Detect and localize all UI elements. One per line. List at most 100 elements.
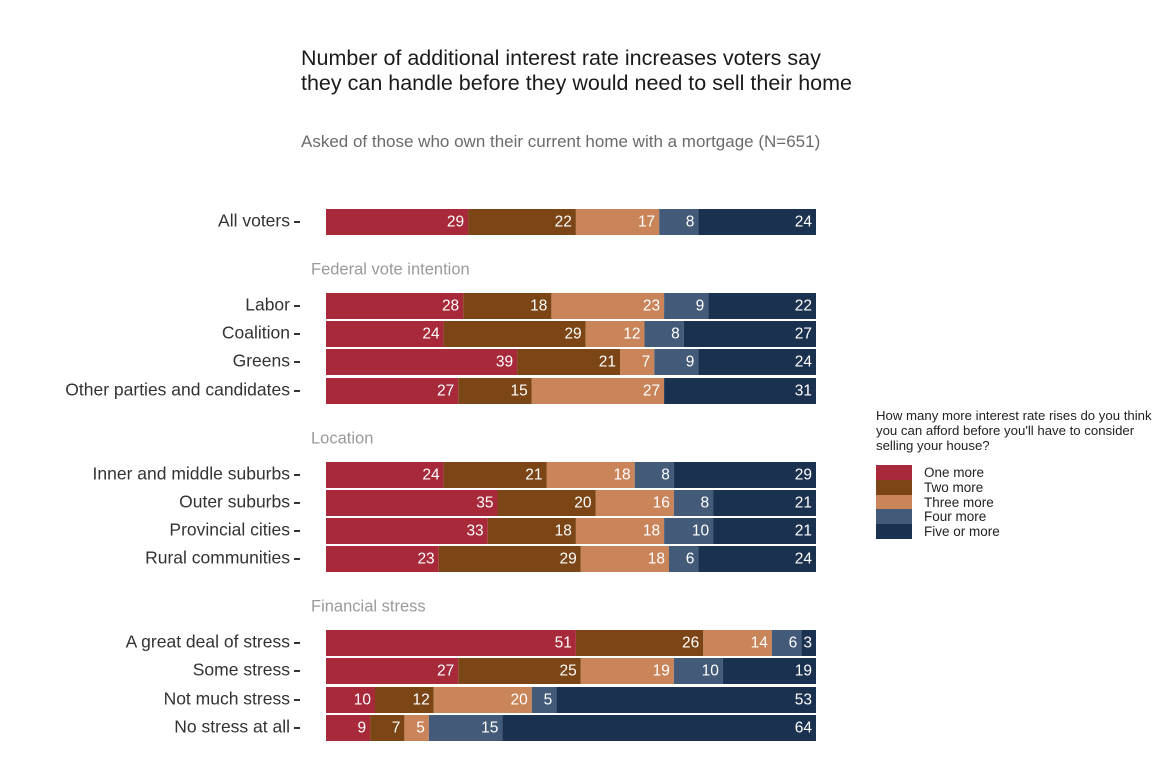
bar-segment-one-more xyxy=(326,349,518,375)
data-label: 20 xyxy=(574,495,592,512)
bar-segment-four-more xyxy=(428,715,503,741)
bar-segment-four-more xyxy=(673,658,723,684)
bar-segment-one-more xyxy=(326,321,444,347)
data-label: 53 xyxy=(795,692,812,709)
data-label: 10 xyxy=(354,692,372,709)
bar-segment-two-more xyxy=(497,490,596,516)
data-label: 8 xyxy=(686,214,695,231)
row-label: Labor xyxy=(245,295,290,315)
bar-segment-one-more xyxy=(326,546,439,572)
legend-label: Four more xyxy=(924,509,987,525)
bar-segment-one-more xyxy=(326,658,459,684)
legend-label: One more xyxy=(924,464,985,480)
bar-segment-four-more xyxy=(771,630,802,656)
data-label: 12 xyxy=(623,326,640,343)
bar-segment-four-more xyxy=(669,546,699,572)
bar-segment-two-more xyxy=(370,715,405,741)
data-label: 5 xyxy=(416,720,425,737)
bar-segment-four-more xyxy=(644,321,684,347)
data-label: 39 xyxy=(496,354,513,371)
legend-swatch xyxy=(876,524,912,539)
data-label: 9 xyxy=(357,720,366,737)
bar-segment-three-more xyxy=(595,490,674,516)
group-header-financial-stress: Financial stress xyxy=(311,597,426,615)
data-label: 8 xyxy=(661,467,670,484)
data-label: 22 xyxy=(555,214,572,231)
bar-segment-two-more xyxy=(517,349,620,375)
legend-item-one-more: One more xyxy=(876,465,1166,480)
data-label: 23 xyxy=(417,551,434,568)
legend-item-four-more: Four more xyxy=(876,509,1166,524)
bar-segment-three-more xyxy=(575,518,665,544)
bar-segment-three-more xyxy=(575,209,660,235)
legend-swatch xyxy=(876,465,912,480)
data-label: 21 xyxy=(795,523,812,540)
data-label: 21 xyxy=(525,467,542,484)
data-label: 24 xyxy=(795,551,813,568)
bar-segment-one-more xyxy=(326,462,444,488)
data-label: 24 xyxy=(422,467,440,484)
row-label: All voters xyxy=(218,211,290,231)
data-label: 26 xyxy=(682,635,699,652)
row-label: A great deal of stress xyxy=(126,632,291,652)
data-label: 20 xyxy=(511,692,529,709)
legend-item-three-more: Three more xyxy=(876,495,1166,510)
row-label: Not much stress xyxy=(164,689,291,709)
row-label: Other parties and candidates xyxy=(65,380,290,400)
legend-item-two-more: Two more xyxy=(876,480,1166,495)
data-label: 9 xyxy=(686,354,695,371)
data-label: 9 xyxy=(696,298,705,315)
legend-swatch xyxy=(876,494,912,510)
data-label: 25 xyxy=(560,663,577,680)
data-label: 6 xyxy=(686,551,695,568)
legend-item-five-or-more: Five or more xyxy=(876,524,1166,539)
data-label: 16 xyxy=(653,495,670,512)
data-label: 5 xyxy=(544,692,553,709)
data-label: 6 xyxy=(789,635,798,652)
bar-segment-five-or-more xyxy=(683,321,816,347)
data-label: 10 xyxy=(692,523,710,540)
legend-title: How many more interest rate rises do you… xyxy=(876,408,1152,453)
bar-segment-one-more xyxy=(326,687,375,713)
row-label: Inner and middle suburbs xyxy=(93,464,291,484)
bar-segment-four-more xyxy=(634,462,674,488)
data-label: 19 xyxy=(795,663,812,680)
legend-swatch xyxy=(876,509,912,525)
bar-segment-five-or-more xyxy=(708,293,816,319)
data-label: 24 xyxy=(795,354,813,371)
bar-segment-three-more xyxy=(620,349,655,375)
data-label: 15 xyxy=(511,383,528,400)
bar-segment-three-more xyxy=(551,293,665,319)
bar-segment-four-more xyxy=(659,209,699,235)
bar-segment-two-more xyxy=(575,630,704,656)
data-label: 27 xyxy=(795,326,812,343)
data-label: 8 xyxy=(700,495,709,512)
group-header-location: Location xyxy=(311,429,373,447)
data-label: 29 xyxy=(447,214,464,231)
bar-segment-four-more xyxy=(654,349,699,375)
row-label: Outer suburbs xyxy=(179,492,290,512)
bar-segment-five-or-more xyxy=(713,490,816,516)
legend-label: Five or more xyxy=(924,524,1000,540)
data-label: 15 xyxy=(481,720,498,737)
bar-segment-five-or-more xyxy=(502,715,816,741)
data-label: 7 xyxy=(392,720,401,737)
bar-segment-three-more xyxy=(585,321,645,347)
bar-segment-two-more xyxy=(458,658,581,684)
legend-swatch xyxy=(876,479,912,495)
bar-segment-two-more xyxy=(487,518,576,544)
bar-segment-five-or-more xyxy=(698,349,816,375)
data-label: 28 xyxy=(442,298,459,315)
data-label: 35 xyxy=(476,495,493,512)
data-label: 7 xyxy=(642,354,651,371)
bar-segment-four-more xyxy=(664,293,709,319)
data-label: 24 xyxy=(422,326,440,343)
bar-segment-one-more xyxy=(326,378,459,404)
data-label: 18 xyxy=(648,551,665,568)
data-label: 23 xyxy=(643,298,660,315)
data-label: 27 xyxy=(643,383,660,400)
data-label: 18 xyxy=(643,523,660,540)
bar-segment-one-more xyxy=(326,518,488,544)
bar-segment-four-more xyxy=(673,490,714,516)
